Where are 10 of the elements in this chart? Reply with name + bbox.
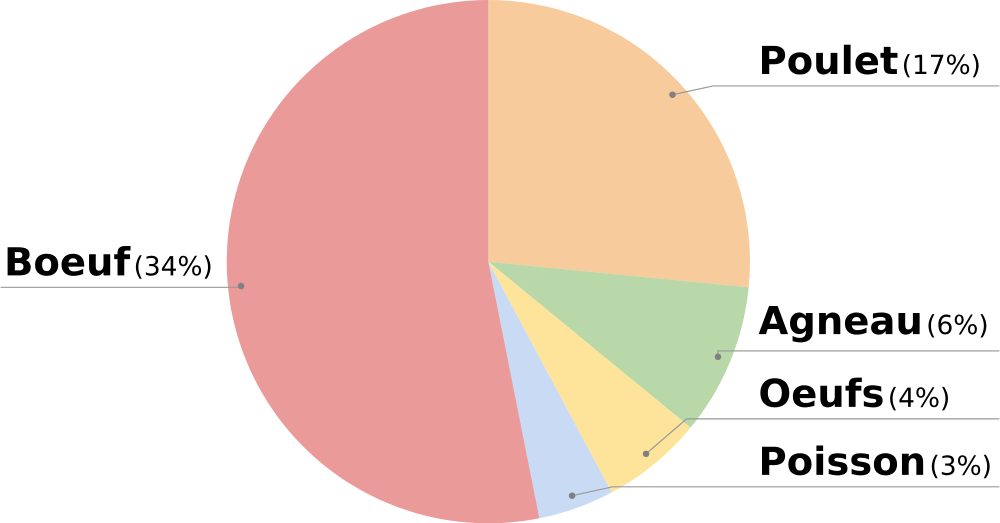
data-label: (6%) [928,314,986,338]
slice-label: Poisson [762,445,924,476]
slice-label: Agneau [758,306,920,342]
data-label: (3%) [932,454,990,478]
slice-label: Oeufs [760,377,883,408]
data-label: (17%) [904,54,979,78]
data-label: (34%) [136,255,210,279]
slice-label: Poulet [762,44,898,74]
data-label: (4%) [890,386,948,410]
slice-label: Boeuf [8,246,131,276]
